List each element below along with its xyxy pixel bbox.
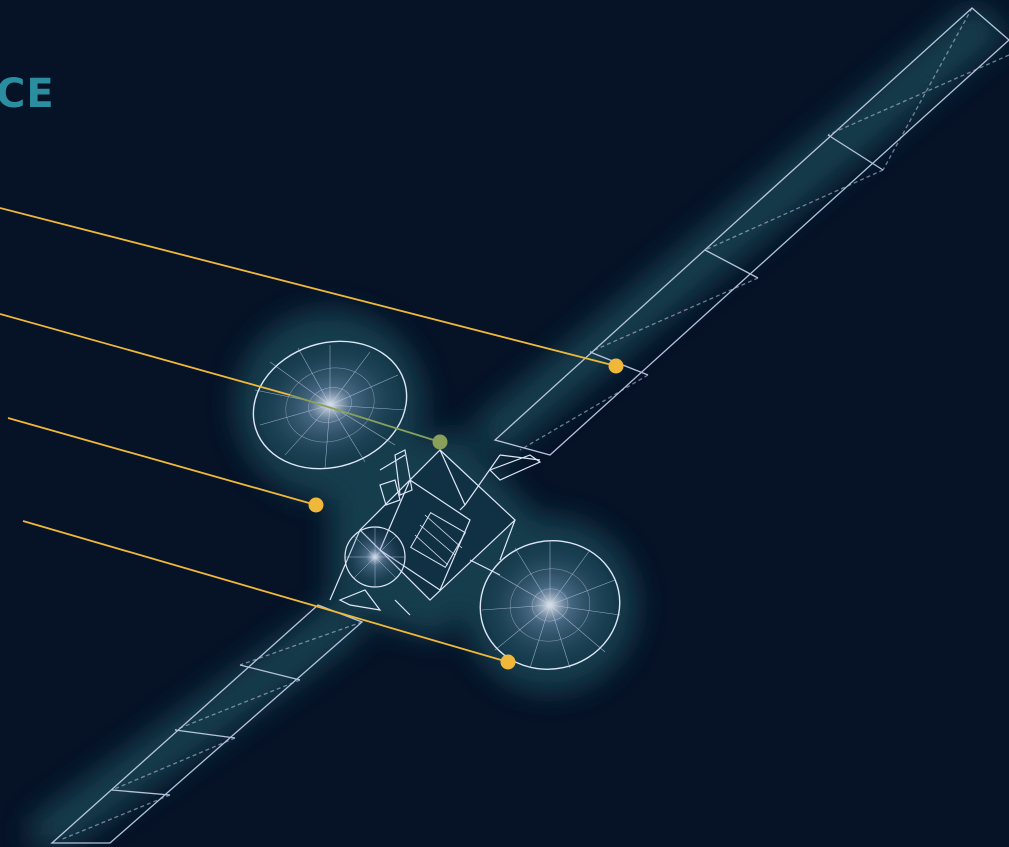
callout-dot [608, 358, 624, 374]
title-fragment: CE [0, 71, 55, 117]
callout-dot [308, 497, 324, 513]
small-antenna-dish [344, 526, 406, 588]
satellite-glow [30, 2, 1009, 847]
right-antenna-dish [479, 540, 621, 670]
solar-array-lower [50, 604, 364, 844]
callout-antenna-right[interactable] [22, 520, 516, 670]
callout-bus-top[interactable] [0, 313, 448, 450]
callout-dot [432, 434, 448, 450]
callout-dot [500, 654, 516, 670]
callout-solar-array-top[interactable] [0, 207, 624, 374]
callout-antenna-left[interactable] [7, 417, 324, 513]
